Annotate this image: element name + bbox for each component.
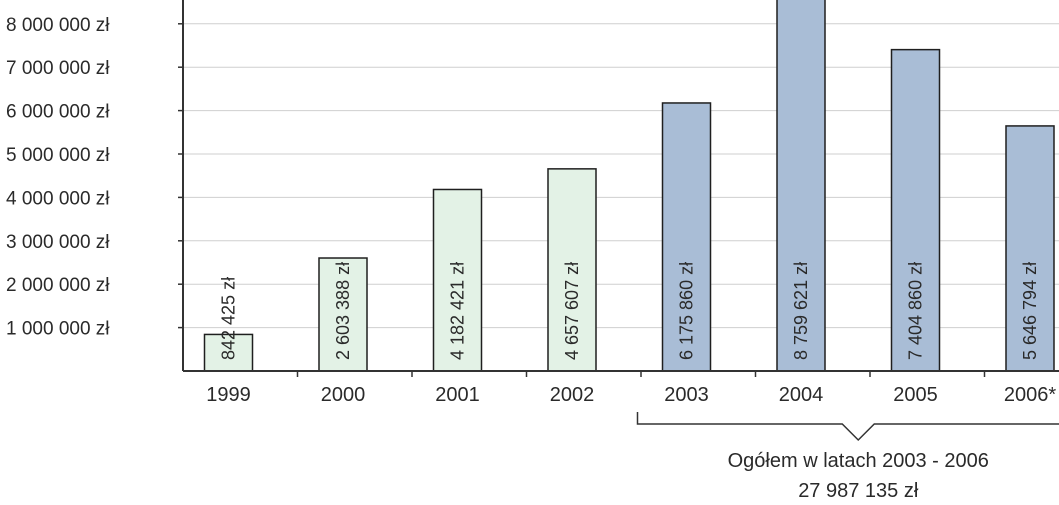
x-tick-label: 1999 <box>206 384 251 406</box>
x-tick-label: 2004 <box>779 384 824 406</box>
bars <box>203 0 1055 377</box>
bar-value-label: 4 657 607 zł <box>562 262 582 360</box>
bar-value-label: 842 425 zł <box>219 277 239 360</box>
axes <box>182 0 1059 372</box>
y-tick-label: 7 000 000 zł <box>6 58 110 79</box>
bar-2001 <box>432 188 483 372</box>
bar-value-labels: 842 425 zł 2 603 388 zł 4 182 421 zł 4 657 … <box>219 262 1041 360</box>
bar-value-label: 8 759 621 zł <box>791 262 811 360</box>
x-tick-labels: 1999 2000 2001 2002 2003 2004 2005 2006* <box>206 384 1056 406</box>
x-tick-label: 2002 <box>550 384 595 406</box>
y-tick-label: 4 000 000 zł <box>6 188 110 209</box>
y-tick-label: 8 000 000 zł <box>6 15 110 36</box>
bar-2003 <box>661 102 712 372</box>
x-tick-label: 2003 <box>664 384 709 406</box>
y-tick-label: 2 000 000 zł <box>6 275 110 296</box>
x-tick-label: 2005 <box>893 384 938 406</box>
y-tick-labels: 1 000 000 zł 2 000 000 zł 3 000 000 zł 4 00… <box>6 15 110 340</box>
summary-bracket: Ogółem w latach 2003 - 2006 27 987 135 z… <box>636 412 1059 502</box>
bar-2005 <box>890 48 941 372</box>
bar-value-label: 5 646 794 zł <box>1020 262 1040 360</box>
bar-2004 <box>776 0 826 372</box>
bar-value-label: 4 182 421 zł <box>448 262 468 360</box>
y-tick-label: 1 000 000 zł <box>6 319 110 340</box>
bar-2000 <box>318 257 368 372</box>
summary-bracket-line <box>636 412 1059 442</box>
bar-value-label: 6 175 860 zł <box>677 262 697 360</box>
y-tick-label: 5 000 000 zł <box>6 145 110 166</box>
bar-2006* <box>1005 125 1055 372</box>
x-tick-label: 2001 <box>435 384 480 406</box>
x-tick-label: 2000 <box>321 384 366 406</box>
x-tick-label: 2006* <box>1004 384 1056 406</box>
y-tick-label: 3 000 000 zł <box>6 232 110 253</box>
bar-2002 <box>547 168 597 372</box>
bar-value-label: 7 404 860 zł <box>906 262 926 360</box>
summary-text-line2: 27 987 135 zł <box>798 480 919 502</box>
summary-text-line1: Ogółem w latach 2003 - 2006 <box>728 450 989 472</box>
bar-value-label: 2 603 388 zł <box>333 262 353 360</box>
y-tick-label: 6 000 000 zł <box>6 102 110 123</box>
